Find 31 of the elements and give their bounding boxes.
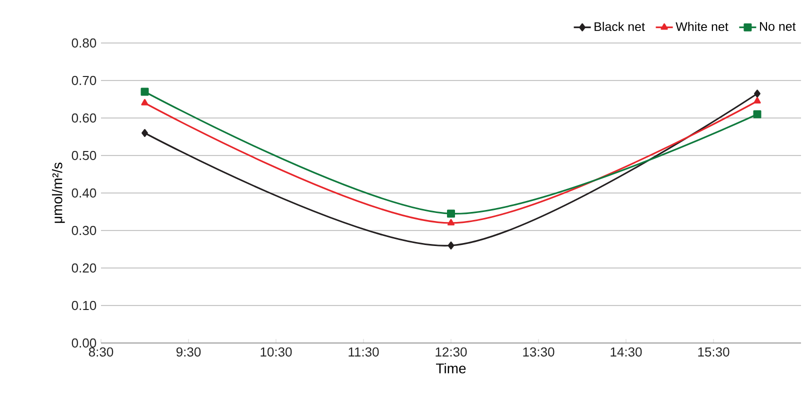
- y-tick-label: 0.50: [72, 150, 96, 160]
- y-tick-label: 0.30: [72, 226, 96, 236]
- y-tick-label: 0.70: [72, 76, 96, 86]
- legend-label: No net: [760, 22, 796, 31]
- point: [142, 128, 148, 137]
- point: [141, 98, 148, 106]
- x-tick-label: 8:30: [88, 347, 114, 357]
- y-tick-label: 0.60: [72, 113, 96, 123]
- point: [447, 218, 455, 226]
- x-tick-label: 15:30: [698, 347, 730, 357]
- y-tick-label: 0.00: [72, 338, 96, 348]
- legend-label: White net: [676, 22, 728, 32]
- x-axis-title: Time: [436, 363, 466, 374]
- point: [448, 241, 454, 250]
- y-tick-label: 0.80: [72, 38, 96, 48]
- y-tick-label: 0.40: [72, 188, 96, 198]
- y-tick-label: 0.10: [72, 300, 96, 310]
- point: [447, 210, 456, 218]
- y-axis-title: μmol/m²/s: [52, 162, 65, 223]
- point: [140, 88, 149, 96]
- point: [754, 97, 761, 104]
- y-tick-label: 0.20: [72, 263, 96, 273]
- point: [754, 90, 760, 98]
- x-tick-label: 12:30: [436, 347, 467, 357]
- x-tick-label: 14:30: [610, 347, 642, 357]
- legend-label: Black net: [594, 22, 645, 32]
- x-tick-label: 9:30: [176, 347, 201, 357]
- x-tick-label: 13:30: [523, 347, 554, 357]
- x-tick-label: 11:30: [348, 347, 379, 357]
- point: [753, 110, 762, 118]
- x-tick-label: 10:30: [260, 347, 292, 357]
